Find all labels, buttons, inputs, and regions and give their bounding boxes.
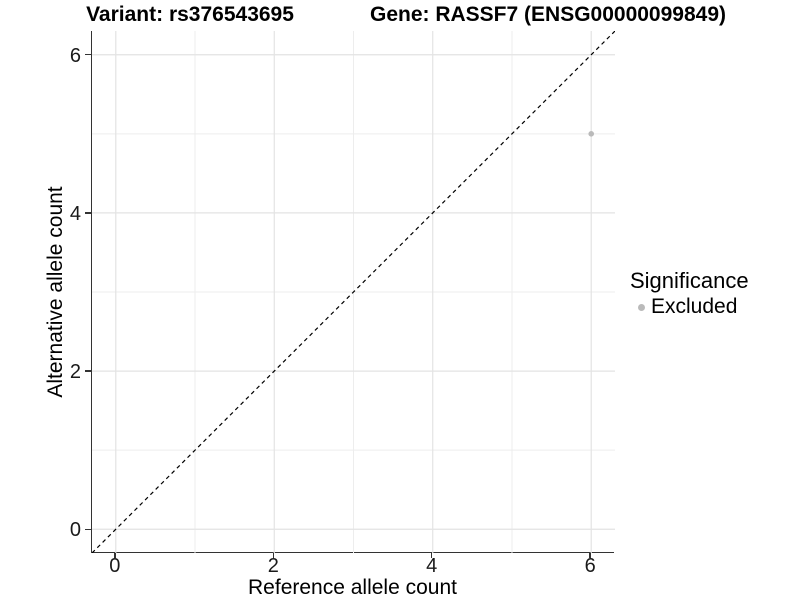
- x-axis-title: Reference allele count: [248, 576, 457, 599]
- legend-point-icon: [638, 303, 645, 311]
- y-axis-title: Alternative allele count: [44, 186, 67, 398]
- x-tick-mark: [272, 553, 274, 558]
- x-tick-label: 4: [426, 555, 438, 577]
- plot-title-gene: Gene: RASSF7 (ENSG00000099849): [369, 3, 727, 26]
- legend: Significance Excluded: [630, 268, 749, 319]
- data-point-excluded: [588, 131, 595, 137]
- x-tick-mark: [114, 553, 116, 558]
- y-tick-mark: [85, 212, 91, 214]
- y-tick-label: 0: [69, 519, 81, 542]
- legend-item-label: Excluded: [651, 295, 738, 318]
- plot-canvas: [92, 31, 615, 553]
- x-tick-label: 2: [267, 555, 279, 577]
- plot-panel: [91, 31, 615, 553]
- plot-title-variant: Variant: rs376543695: [86, 3, 294, 26]
- legend-item-excluded: Excluded: [630, 295, 749, 319]
- x-tick-label: 6: [584, 555, 596, 577]
- identity-dashed-line: [92, 31, 615, 553]
- y-tick-mark: [85, 370, 91, 372]
- legend-title: Significance: [630, 268, 749, 293]
- x-tick-label: 0: [109, 555, 121, 577]
- y-tick-mark: [85, 528, 91, 531]
- y-tick-label: 6: [69, 44, 81, 67]
- y-tick-label: 4: [69, 202, 81, 225]
- y-tick-mark: [85, 53, 91, 56]
- x-tick-mark: [430, 553, 433, 558]
- y-tick-label: 2: [69, 361, 81, 384]
- x-tick-mark: [589, 553, 591, 558]
